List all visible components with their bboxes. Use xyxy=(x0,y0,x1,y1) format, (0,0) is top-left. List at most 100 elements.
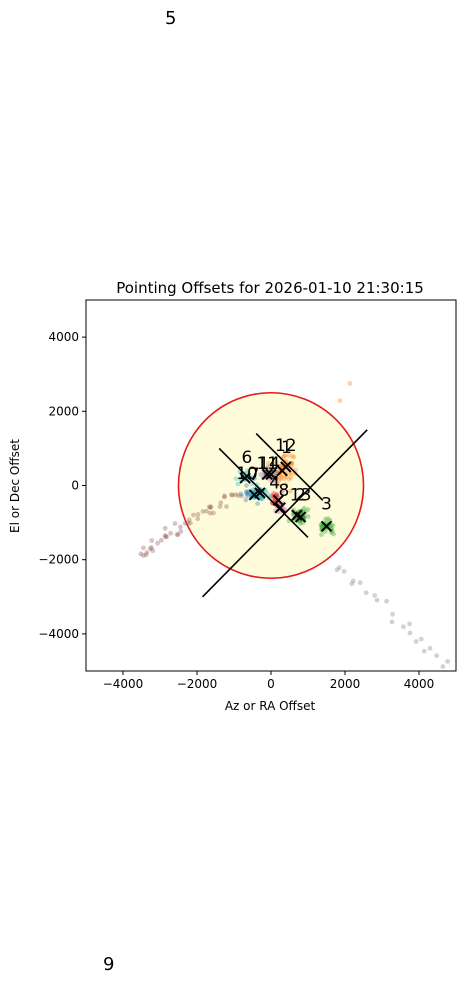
tail-point xyxy=(195,516,201,522)
tail-point xyxy=(224,504,229,509)
tail-point xyxy=(138,551,144,557)
x-tick-label: 0 xyxy=(267,677,275,691)
data-point xyxy=(328,529,334,535)
tail-point xyxy=(421,648,427,654)
tail-point xyxy=(239,493,245,499)
tail-point xyxy=(218,500,224,506)
group-label: 8 xyxy=(279,481,290,501)
data-point xyxy=(286,476,292,482)
tail-point xyxy=(185,520,191,526)
tail-point xyxy=(144,550,150,555)
x-tick-label: −4000 xyxy=(103,677,144,691)
tail-point xyxy=(413,639,419,644)
data-point xyxy=(291,454,297,460)
data-point xyxy=(244,493,250,498)
data-point xyxy=(305,514,311,519)
data-point xyxy=(331,531,336,537)
data-point xyxy=(325,516,331,521)
tail-point xyxy=(168,530,174,536)
data-point xyxy=(265,461,271,466)
data-point xyxy=(279,489,285,494)
tail-point xyxy=(434,653,440,659)
group-label: 11 xyxy=(256,454,278,474)
tail-point xyxy=(347,381,353,386)
data-point xyxy=(271,490,277,496)
data-point xyxy=(283,474,289,480)
data-point xyxy=(255,501,260,506)
data-point xyxy=(287,488,293,494)
data-point xyxy=(297,520,303,526)
group-label: 10 xyxy=(236,464,258,484)
tail-point xyxy=(149,545,154,550)
tail-point xyxy=(233,492,239,498)
tail-point xyxy=(158,537,164,543)
tail-point xyxy=(230,492,235,498)
group-label: 1 xyxy=(281,438,292,458)
tail-point xyxy=(175,532,181,537)
y-tick-label: 2000 xyxy=(48,404,79,418)
group-center-marker xyxy=(320,520,333,533)
corner-label-top: 5 xyxy=(165,8,177,29)
data-point xyxy=(283,482,289,487)
group-label: 4 xyxy=(269,473,280,493)
group-label: 12 xyxy=(275,436,297,456)
data-point xyxy=(274,492,280,498)
tail-point xyxy=(187,520,193,526)
tail-point xyxy=(372,593,378,598)
data-point xyxy=(286,453,292,458)
tail-point xyxy=(149,538,155,544)
tail-point xyxy=(143,552,149,558)
data-point xyxy=(330,522,336,528)
data-point xyxy=(305,507,311,512)
data-point xyxy=(278,476,284,482)
tail-point xyxy=(357,580,363,586)
chart-title: Pointing Offsets for 2026-01-10 21:30:15 xyxy=(116,279,424,297)
data-point xyxy=(238,491,244,497)
data-point xyxy=(258,496,263,502)
corner-label-bottom: 9 xyxy=(103,954,115,975)
tail-point xyxy=(350,578,356,584)
data-point xyxy=(244,490,250,496)
tail-point xyxy=(427,645,433,651)
data-point xyxy=(269,478,275,484)
x-tick-label: 4000 xyxy=(404,677,435,691)
data-point xyxy=(276,482,281,488)
data-point xyxy=(322,529,328,534)
x-tick-label: 2000 xyxy=(330,677,361,691)
group-center-marker xyxy=(261,468,274,481)
tail-point xyxy=(407,630,413,636)
x-axis-label: Az or RA Offset xyxy=(225,699,316,713)
data-point xyxy=(276,478,282,483)
y-tick-label: 0 xyxy=(71,479,79,493)
tail-point xyxy=(222,493,228,499)
tail-point xyxy=(211,510,216,516)
tail-point xyxy=(384,598,390,604)
tail-point xyxy=(207,510,213,516)
tail-point xyxy=(236,493,241,498)
tail-point xyxy=(186,517,192,523)
guide-line xyxy=(218,447,309,539)
y-tick-label: 4000 xyxy=(48,330,79,344)
data-point xyxy=(282,476,287,482)
tail-point xyxy=(178,529,184,534)
tail-point xyxy=(155,540,161,546)
group-label: 13 xyxy=(290,485,312,505)
data-point xyxy=(282,452,288,458)
tail-point xyxy=(336,565,342,570)
tail-point xyxy=(208,504,214,510)
group-label: 2 xyxy=(295,485,306,505)
data-point xyxy=(281,453,287,459)
group-label: 14 xyxy=(258,454,280,474)
data-point xyxy=(243,489,249,495)
data-point xyxy=(244,483,249,488)
tail-point xyxy=(374,597,380,603)
tail-point xyxy=(341,568,347,574)
data-point xyxy=(319,524,325,530)
tail-point xyxy=(407,621,412,627)
data-point xyxy=(288,475,294,480)
tail-point xyxy=(162,533,168,539)
data-point xyxy=(279,474,284,480)
tail-point xyxy=(191,512,196,518)
